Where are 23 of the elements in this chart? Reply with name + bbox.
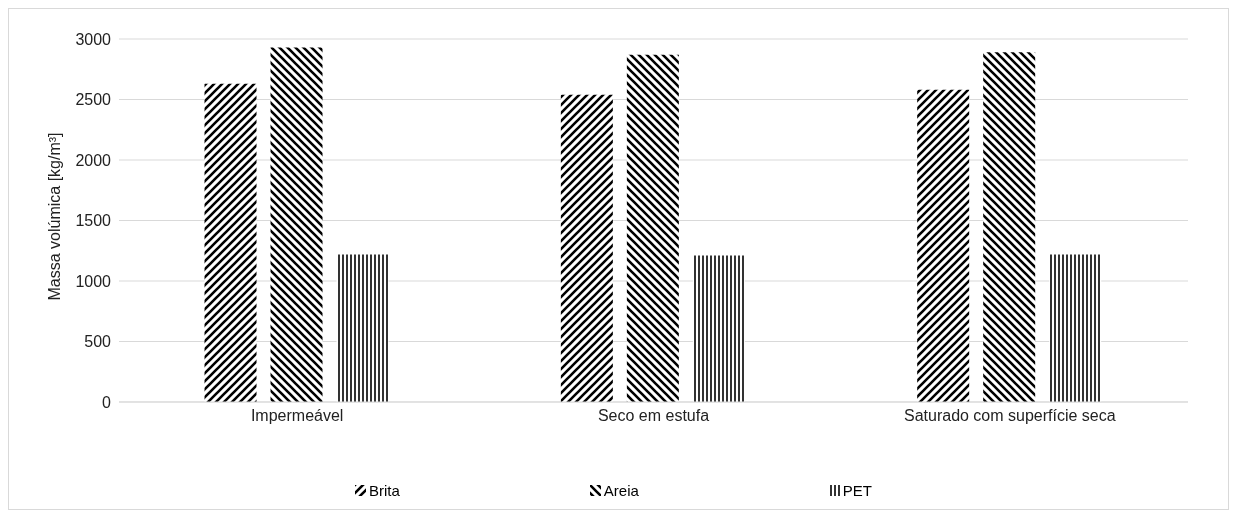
x-tick-label: Saturado com superfície seca bbox=[904, 407, 1116, 425]
bar bbox=[336, 254, 389, 402]
y-tick-label: 500 bbox=[84, 333, 112, 351]
y-tick-label: 3000 bbox=[75, 30, 112, 48]
y-tick-label: 0 bbox=[102, 393, 112, 411]
bar bbox=[560, 94, 613, 402]
legend-label: Brita bbox=[367, 482, 400, 499]
legend-label: PET bbox=[841, 482, 873, 499]
bar bbox=[692, 255, 745, 402]
x-tick-label: Seco em estufa bbox=[597, 407, 710, 425]
y-tick-label: 2500 bbox=[75, 91, 112, 109]
bar bbox=[626, 54, 679, 402]
y-tick-label: 1500 bbox=[75, 212, 112, 230]
bar bbox=[917, 89, 970, 402]
x-tick-label: Impermeável bbox=[250, 407, 344, 425]
legend-label: Areia bbox=[602, 482, 639, 499]
y-tick-label: 2000 bbox=[75, 151, 112, 169]
y-tick-label: 1000 bbox=[75, 272, 112, 290]
bar bbox=[270, 47, 323, 402]
bar bbox=[983, 52, 1036, 402]
y-axis-title: Massa volúmica [kg/m³] bbox=[45, 132, 63, 301]
bar bbox=[1049, 254, 1102, 402]
bar bbox=[204, 83, 257, 402]
